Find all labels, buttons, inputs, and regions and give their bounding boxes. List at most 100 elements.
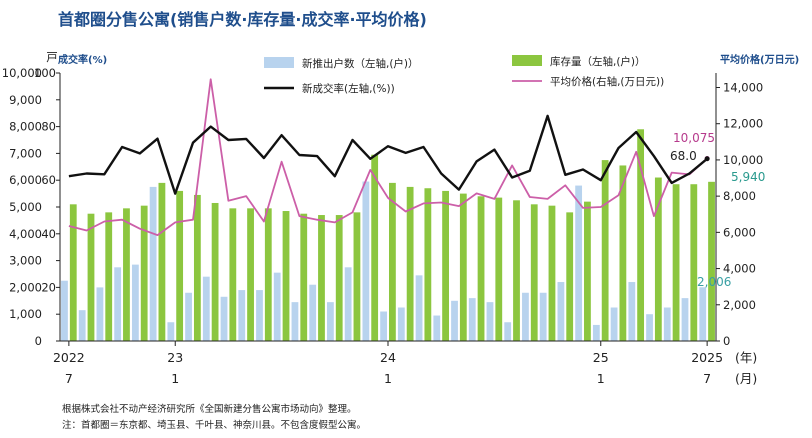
inventory-bar	[335, 215, 343, 341]
rate-line	[68, 114, 708, 195]
right-tick-label: 14,000	[723, 80, 763, 94]
supply-bar	[663, 307, 671, 341]
inventory-bar	[566, 212, 574, 341]
right-tick-label: 0	[723, 334, 730, 348]
inventory-bar	[158, 182, 166, 341]
supply-bar	[575, 185, 583, 341]
inventory-bar	[601, 160, 609, 341]
rate-end-label: 68.0	[670, 149, 697, 163]
footnote: 注：首都圈＝东京都、埼玉县、千叶县、神奈川县。不包含度假型公寓。	[62, 419, 366, 431]
supply-bar	[451, 300, 458, 341]
inventory-bar	[708, 181, 715, 341]
right-tick-label: 8,000	[723, 189, 756, 203]
left-tick-label: 8,000	[9, 120, 42, 134]
inventory-bar	[530, 204, 538, 341]
inventory-bar	[318, 215, 325, 341]
x-month-label: 1	[384, 371, 392, 386]
inventory-bar	[513, 200, 520, 341]
supply-bar	[380, 311, 387, 341]
inventory-bar	[619, 165, 627, 341]
rate-tick-label: 60	[41, 173, 56, 187]
month-unit: (月)	[735, 371, 757, 386]
inventory-bar	[87, 213, 95, 341]
rate-tick-label: 80	[41, 120, 56, 134]
lines-layer	[68, 78, 710, 237]
right-tick-label: 10,000	[723, 153, 763, 167]
supply-bar	[504, 322, 512, 341]
right-tick-label: 12,000	[723, 117, 763, 131]
supply-bar	[628, 282, 636, 341]
supply-bar	[699, 287, 707, 341]
supply-bar	[468, 298, 476, 341]
inventory-bar	[459, 193, 467, 341]
left-tick-label: 5,000	[9, 200, 42, 214]
supply-bar	[131, 264, 139, 341]
price-line	[68, 78, 708, 237]
supply-bar	[522, 292, 529, 341]
supply-bar	[238, 290, 246, 341]
supply-bar	[256, 290, 263, 341]
legend-inventory-swatch	[512, 55, 542, 66]
inventory-bar	[211, 202, 219, 341]
source-note: 根据株式会社不动产经济研究所《全国新建分售公寓市场动向》整理。	[62, 403, 357, 415]
inventory-bar	[584, 201, 591, 341]
left-tick-label: 9,000	[9, 93, 42, 107]
x-month-label: 1	[171, 371, 179, 386]
legend-rate-label: 新成交率(左轴,(%))	[302, 82, 395, 95]
inventory-bar	[193, 194, 201, 341]
supply-bar	[78, 310, 86, 341]
legend-supply-swatch	[264, 57, 294, 68]
left-tick-label: 0	[35, 334, 42, 348]
inventory-bar	[300, 213, 308, 341]
inventory-bar	[389, 182, 396, 341]
supply-bar	[557, 282, 565, 341]
inventory-bar	[672, 184, 680, 341]
supply-bar	[149, 186, 157, 341]
inventory-bar	[406, 186, 414, 341]
inventory-bar	[229, 208, 237, 341]
left-tick-label: 2,000	[9, 280, 42, 294]
inventory-bar	[495, 197, 503, 341]
price-end-label: 10,075	[673, 131, 715, 145]
supply-bar	[397, 307, 405, 341]
inventory-bar	[176, 190, 184, 341]
inventory-bar	[477, 196, 485, 341]
supply-bar	[96, 287, 104, 341]
supply-bar	[539, 292, 547, 341]
supply-bar	[415, 275, 423, 341]
inventory-bar	[424, 188, 432, 341]
x-year-label: 2022	[53, 350, 85, 365]
legend: 新推出户数（左轴,(户)） 库存量（左轴,(户)） 新成交率(左轴,(%)) 平…	[264, 55, 664, 95]
left-tick-label: 3,000	[9, 254, 42, 268]
rate-end-point	[704, 156, 710, 162]
inventory-bar	[442, 190, 449, 341]
right-tick-label: 6,000	[723, 225, 756, 239]
left-tick-label: 10,000	[2, 66, 42, 80]
year-unit: (年)	[735, 350, 757, 365]
ticks-layer: 0 1,000 2,000 3,000 4,000 5,000 6,000 7,000 8,00…	[2, 66, 764, 386]
supply-bar	[327, 302, 334, 341]
axes-layer	[59, 73, 717, 342]
legend-inventory-label: 库存量（左轴,(户)）	[550, 55, 646, 68]
left-tick-label: 1,000	[9, 307, 42, 321]
rate-tick-label: 20	[41, 280, 56, 294]
left-tick-label: 6,000	[9, 173, 42, 187]
bars-layer	[61, 129, 715, 341]
x-year-label: 23	[167, 350, 183, 365]
x-month-label: 7	[703, 371, 711, 386]
supply-bar	[273, 272, 281, 341]
inventory-bar	[264, 208, 272, 341]
supply-bar	[291, 302, 299, 341]
inventory-bar	[105, 212, 113, 341]
price-axis-title: 平均价格(万日元)	[720, 53, 799, 66]
inventory-bar	[353, 212, 361, 341]
x-month-label: 7	[65, 371, 73, 386]
supply-bar	[646, 314, 653, 341]
x-year-label: 2025	[691, 350, 723, 365]
inventory-bar	[654, 177, 662, 341]
rate-axis-title: 成交率(%)	[58, 53, 107, 66]
supply-bar	[202, 276, 210, 341]
left-tick-label: 4,000	[9, 227, 42, 241]
inventory-bar	[371, 154, 379, 341]
left-axis-unit: 戸	[46, 50, 58, 64]
